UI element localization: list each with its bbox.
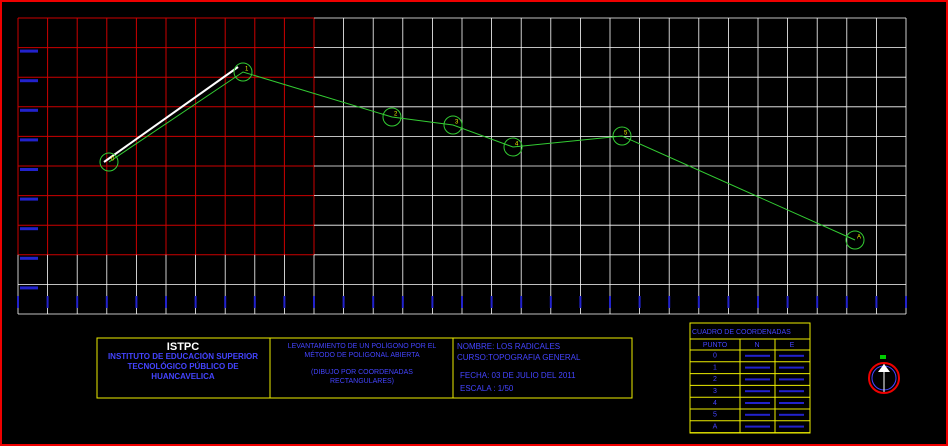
course: CURSO:TOPOGRAFIA GENERAL	[457, 353, 581, 362]
tick-label-mark	[638, 296, 641, 308]
cell-mark	[745, 402, 770, 404]
tick-label-mark	[549, 296, 552, 308]
institution: INSTITUTO DE EDUCACIÓN SUPERIOR TECNOLÓG…	[107, 352, 259, 381]
tick-label-mark	[461, 296, 463, 308]
tick-label-mark	[875, 296, 878, 308]
date: FECHA: 03 DE JULIO DEL 2011	[460, 371, 576, 380]
station-label: A	[857, 235, 861, 241]
tick-label-mark	[727, 296, 730, 308]
station	[233, 62, 253, 82]
tick-label-mark	[372, 296, 375, 308]
name: NOMBRE: LOS RADICALES	[457, 342, 560, 351]
table-point: A	[713, 423, 718, 430]
station-label: 1	[245, 67, 249, 73]
tick-label-mark	[253, 296, 256, 308]
station	[443, 115, 463, 135]
tick-label-mark	[431, 296, 434, 308]
cell-mark	[779, 378, 804, 381]
traverse: 0 1 2 3 4 5 A	[99, 62, 865, 250]
tick-label-mark	[845, 296, 848, 308]
tick-label-mark	[816, 296, 819, 308]
tick-label-mark	[224, 296, 227, 308]
coordinates-table: CUADRO DE COORDENADAS PUNTO N E 0 1 2 3 4 5 A	[689, 322, 811, 434]
logo: ISTPC	[167, 341, 199, 353]
station	[845, 230, 865, 250]
tick-label-mark	[786, 296, 789, 308]
tick-label-mark	[20, 168, 38, 171]
offset-line	[103, 66, 239, 163]
survey-box: LEVANTAMIENTO DE UN POLÍGONO POR EL MÉTO…	[287, 343, 437, 359]
method-box: (DIBUJO POR COORDENADAS RECTANGULARES)	[311, 369, 413, 385]
tick-label-mark	[20, 108, 38, 112]
north-arrow	[868, 355, 900, 394]
grid	[17, 17, 907, 315]
cell-mark	[745, 366, 770, 369]
station-label: 0	[111, 157, 115, 163]
tick-label-mark	[520, 296, 523, 308]
tick-label-mark	[20, 79, 38, 83]
station-label: 4	[515, 142, 519, 148]
tick-label-mark	[20, 138, 38, 142]
station	[382, 107, 402, 127]
title-block	[96, 337, 633, 399]
tick-label-mark	[697, 296, 700, 308]
cell-mark	[745, 413, 770, 416]
survey: LEVANTAMIENTO DE UN POLÍGONO POR EL MÉTO…	[287, 343, 437, 359]
table-header: N	[754, 342, 759, 349]
tick-label-mark	[20, 256, 38, 260]
station-label: 2	[394, 112, 398, 118]
tick-label-mark	[668, 296, 671, 308]
table-point: 2	[713, 376, 717, 383]
tick-label-mark	[490, 296, 493, 308]
tick-label-mark	[20, 49, 38, 53]
tick-label-mark	[135, 296, 138, 308]
table-header: E	[790, 342, 795, 349]
cell-mark	[779, 366, 804, 369]
station	[612, 126, 632, 146]
tick-label-mark	[17, 296, 19, 308]
cell-mark	[779, 390, 804, 393]
station	[99, 152, 119, 172]
traverse-line	[108, 71, 856, 241]
tick-label-mark	[579, 296, 582, 308]
cell-mark	[779, 413, 804, 416]
cell-mark	[745, 354, 770, 357]
tick-label-mark	[401, 296, 404, 308]
cell-mark	[745, 378, 770, 381]
tick-label-mark	[609, 296, 611, 308]
tick-label-mark	[20, 227, 38, 231]
cell-mark	[745, 425, 770, 428]
table-point: 4	[713, 400, 717, 407]
tick-label-mark	[76, 296, 79, 308]
tick-label-mark	[165, 296, 167, 308]
cell-mark	[779, 402, 804, 404]
tick-label-mark	[905, 296, 907, 308]
station-label: 5	[624, 131, 628, 137]
table-point: 5	[713, 412, 717, 419]
tick-label-mark	[342, 296, 345, 308]
method: (DIBUJO POR COORDENADAS RECTANGULARES)	[311, 369, 413, 385]
tick-label-mark	[20, 286, 38, 290]
tick-label-mark	[283, 296, 286, 308]
tick-label-mark	[20, 197, 38, 201]
institution-box: INSTITUTO DE EDUCACIÓN SUPERIOR TECNOLÓG…	[107, 352, 259, 381]
cell-mark	[779, 354, 804, 357]
tick-label-mark	[313, 296, 315, 308]
table-point: 3	[713, 388, 717, 395]
table-point: 1	[713, 364, 717, 371]
station-label: 3	[455, 120, 459, 126]
tick-label-mark	[46, 296, 49, 308]
station	[503, 137, 523, 157]
tick-label-mark	[105, 296, 108, 308]
table-title: CUADRO DE COORDENADAS	[692, 329, 791, 336]
tick-label-mark	[757, 296, 759, 308]
table-header: PUNTO	[703, 342, 728, 349]
tick-label-mark	[194, 296, 197, 308]
cell-mark	[779, 425, 804, 428]
table-point: 0	[713, 353, 717, 360]
scale: ESCALA : 1/50	[460, 384, 514, 393]
cell-mark	[745, 390, 770, 393]
